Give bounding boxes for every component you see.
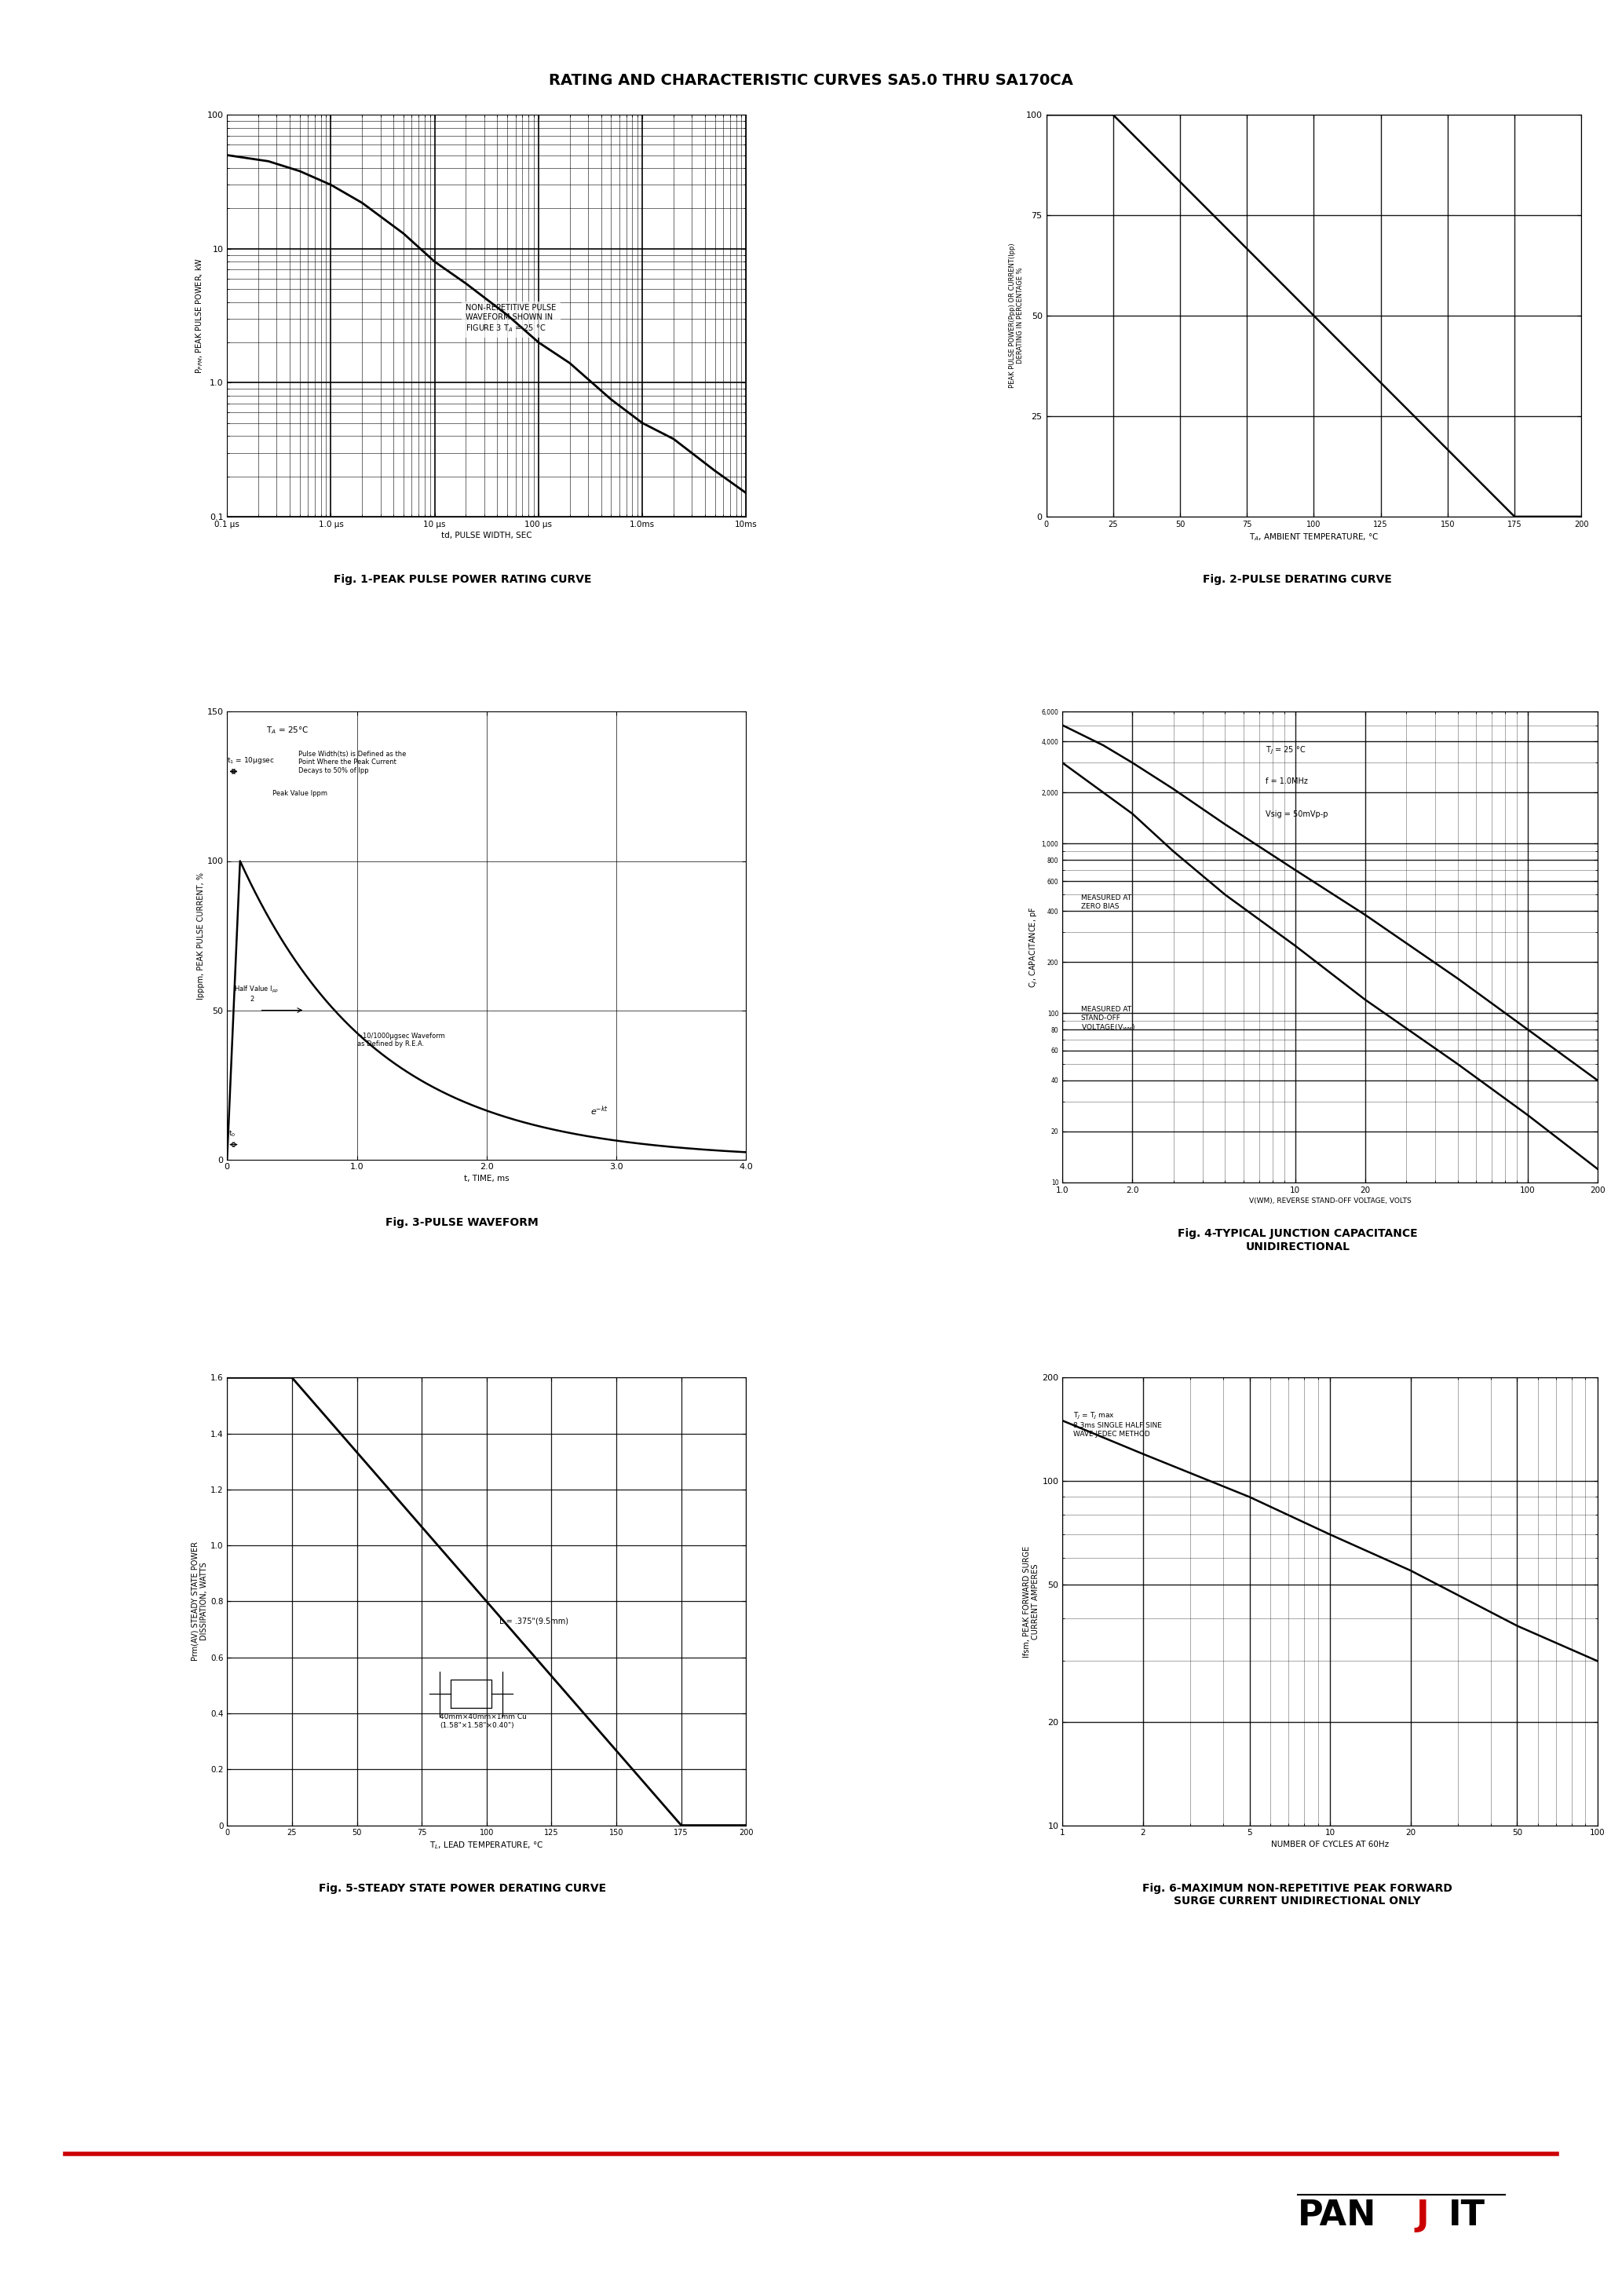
Text: PAN: PAN (1298, 2200, 1377, 2232)
Text: T$_J$ = 25 °C: T$_J$ = 25 °C (1265, 744, 1306, 755)
Y-axis label: C$_J$, CAPACITANCE, pF: C$_J$, CAPACITANCE, pF (1028, 907, 1040, 987)
Y-axis label: Prm(AV) STEADY STATE POWER
DISSIPATION, WATTS: Prm(AV) STEADY STATE POWER DISSIPATION, … (191, 1543, 208, 1660)
Text: Fig. 4-TYPICAL JUNCTION CAPACITANCE
UNIDIRECTIONAL: Fig. 4-TYPICAL JUNCTION CAPACITANCE UNID… (1178, 1228, 1418, 1251)
Text: J: J (1416, 2200, 1429, 2232)
Text: Pulse Width(ts) is Defined as the
Point Where the Peak Current
Decays to 50% of : Pulse Width(ts) is Defined as the Point … (298, 751, 406, 774)
Y-axis label: PEAK PULSE POWER(Ppp) OR CURRENT(Ipp)
DERATING IN PERCENTAGE %: PEAK PULSE POWER(Ppp) OR CURRENT(Ipp) DE… (1009, 243, 1023, 388)
Text: 40mm×40mm×1mm Cu
(1.58"×1.58"×0.40"): 40mm×40mm×1mm Cu (1.58"×1.58"×0.40") (440, 1713, 527, 1729)
Y-axis label: P$_{PPM}$, PEAK PULSE POWER, kW: P$_{PPM}$, PEAK PULSE POWER, kW (193, 257, 204, 374)
Text: f = 1.0MHz: f = 1.0MHz (1265, 778, 1307, 785)
Y-axis label: Ipppm, PEAK PULSE CURRENT, %: Ipppm, PEAK PULSE CURRENT, % (196, 872, 204, 999)
Text: RATING AND CHARACTERISTIC CURVES SA5.0 THRU SA170CA: RATING AND CHARACTERISTIC CURVES SA5.0 T… (548, 73, 1074, 87)
Text: Vsig = 50mVp-p: Vsig = 50mVp-p (1265, 810, 1328, 817)
Text: Fig. 5-STEADY STATE POWER DERATING CURVE: Fig. 5-STEADY STATE POWER DERATING CURVE (318, 1883, 607, 1894)
Text: L = .375"(9.5mm): L = .375"(9.5mm) (500, 1619, 569, 1626)
Y-axis label: Ifsm, PEAK FORWARD SURGE
CURRENT AMPERES: Ifsm, PEAK FORWARD SURGE CURRENT AMPERES (1023, 1545, 1040, 1658)
Text: Fig. 3-PULSE WAVEFORM: Fig. 3-PULSE WAVEFORM (386, 1217, 539, 1228)
X-axis label: td, PULSE WIDTH, SEC: td, PULSE WIDTH, SEC (441, 533, 532, 540)
Text: Half Value I$_{pp}$
        2: Half Value I$_{pp}$ 2 (234, 985, 279, 1003)
Text: MEASURED AT
ZERO BIAS: MEASURED AT ZERO BIAS (1080, 895, 1131, 909)
Text: T$_A$ = 25°C: T$_A$ = 25°C (266, 726, 308, 735)
Text: NON-REPETITIVE PULSE
WAVEFORM SHOWN IN
FIGURE 3 T$_A$ = 25 °C: NON-REPETITIVE PULSE WAVEFORM SHOWN IN F… (466, 303, 556, 333)
X-axis label: t, TIME, ms: t, TIME, ms (464, 1176, 509, 1182)
Text: t$_1$ = 10μgsec: t$_1$ = 10μgsec (227, 755, 274, 765)
X-axis label: V(WM), REVERSE STAND-OFF VOLTAGE, VOLTS: V(WM), REVERSE STAND-OFF VOLTAGE, VOLTS (1249, 1199, 1411, 1205)
X-axis label: T$_A$, AMBIENT TEMPERATURE, °C: T$_A$, AMBIENT TEMPERATURE, °C (1249, 533, 1379, 542)
X-axis label: NUMBER OF CYCLES AT 60Hz: NUMBER OF CYCLES AT 60Hz (1272, 1841, 1388, 1848)
Text: T$_J$ = T$_J$ max
8.3ms SINGLE HALF SINE
WAVE JEDEC METHOD: T$_J$ = T$_J$ max 8.3ms SINGLE HALF SINE… (1074, 1412, 1161, 1437)
X-axis label: T$_L$, LEAD TEMPERATURE, °C: T$_L$, LEAD TEMPERATURE, °C (430, 1841, 543, 1851)
Text: t$_0$: t$_0$ (229, 1130, 235, 1139)
Text: e$^{-kt}$: e$^{-kt}$ (590, 1104, 608, 1118)
Text: Fig. 2-PULSE DERATING CURVE: Fig. 2-PULSE DERATING CURVE (1204, 574, 1392, 585)
Text: ~10/1000μgsec Waveform
as Defined by R.E.A.: ~10/1000μgsec Waveform as Defined by R.E… (357, 1033, 444, 1047)
Text: Fig. 6-MAXIMUM NON-REPETITIVE PEAK FORWARD
SURGE CURRENT UNIDIRECTIONAL ONLY: Fig. 6-MAXIMUM NON-REPETITIVE PEAK FORWA… (1142, 1883, 1453, 1906)
Text: Fig. 1-PEAK PULSE POWER RATING CURVE: Fig. 1-PEAK PULSE POWER RATING CURVE (333, 574, 592, 585)
Text: IT: IT (1448, 2200, 1486, 2232)
Text: MEASURED AT
STAND-OFF
VOLTAGE(V$_{WM}$): MEASURED AT STAND-OFF VOLTAGE(V$_{WM}$) (1080, 1006, 1135, 1033)
Text: Peak Value Ippm: Peak Value Ippm (272, 790, 328, 797)
